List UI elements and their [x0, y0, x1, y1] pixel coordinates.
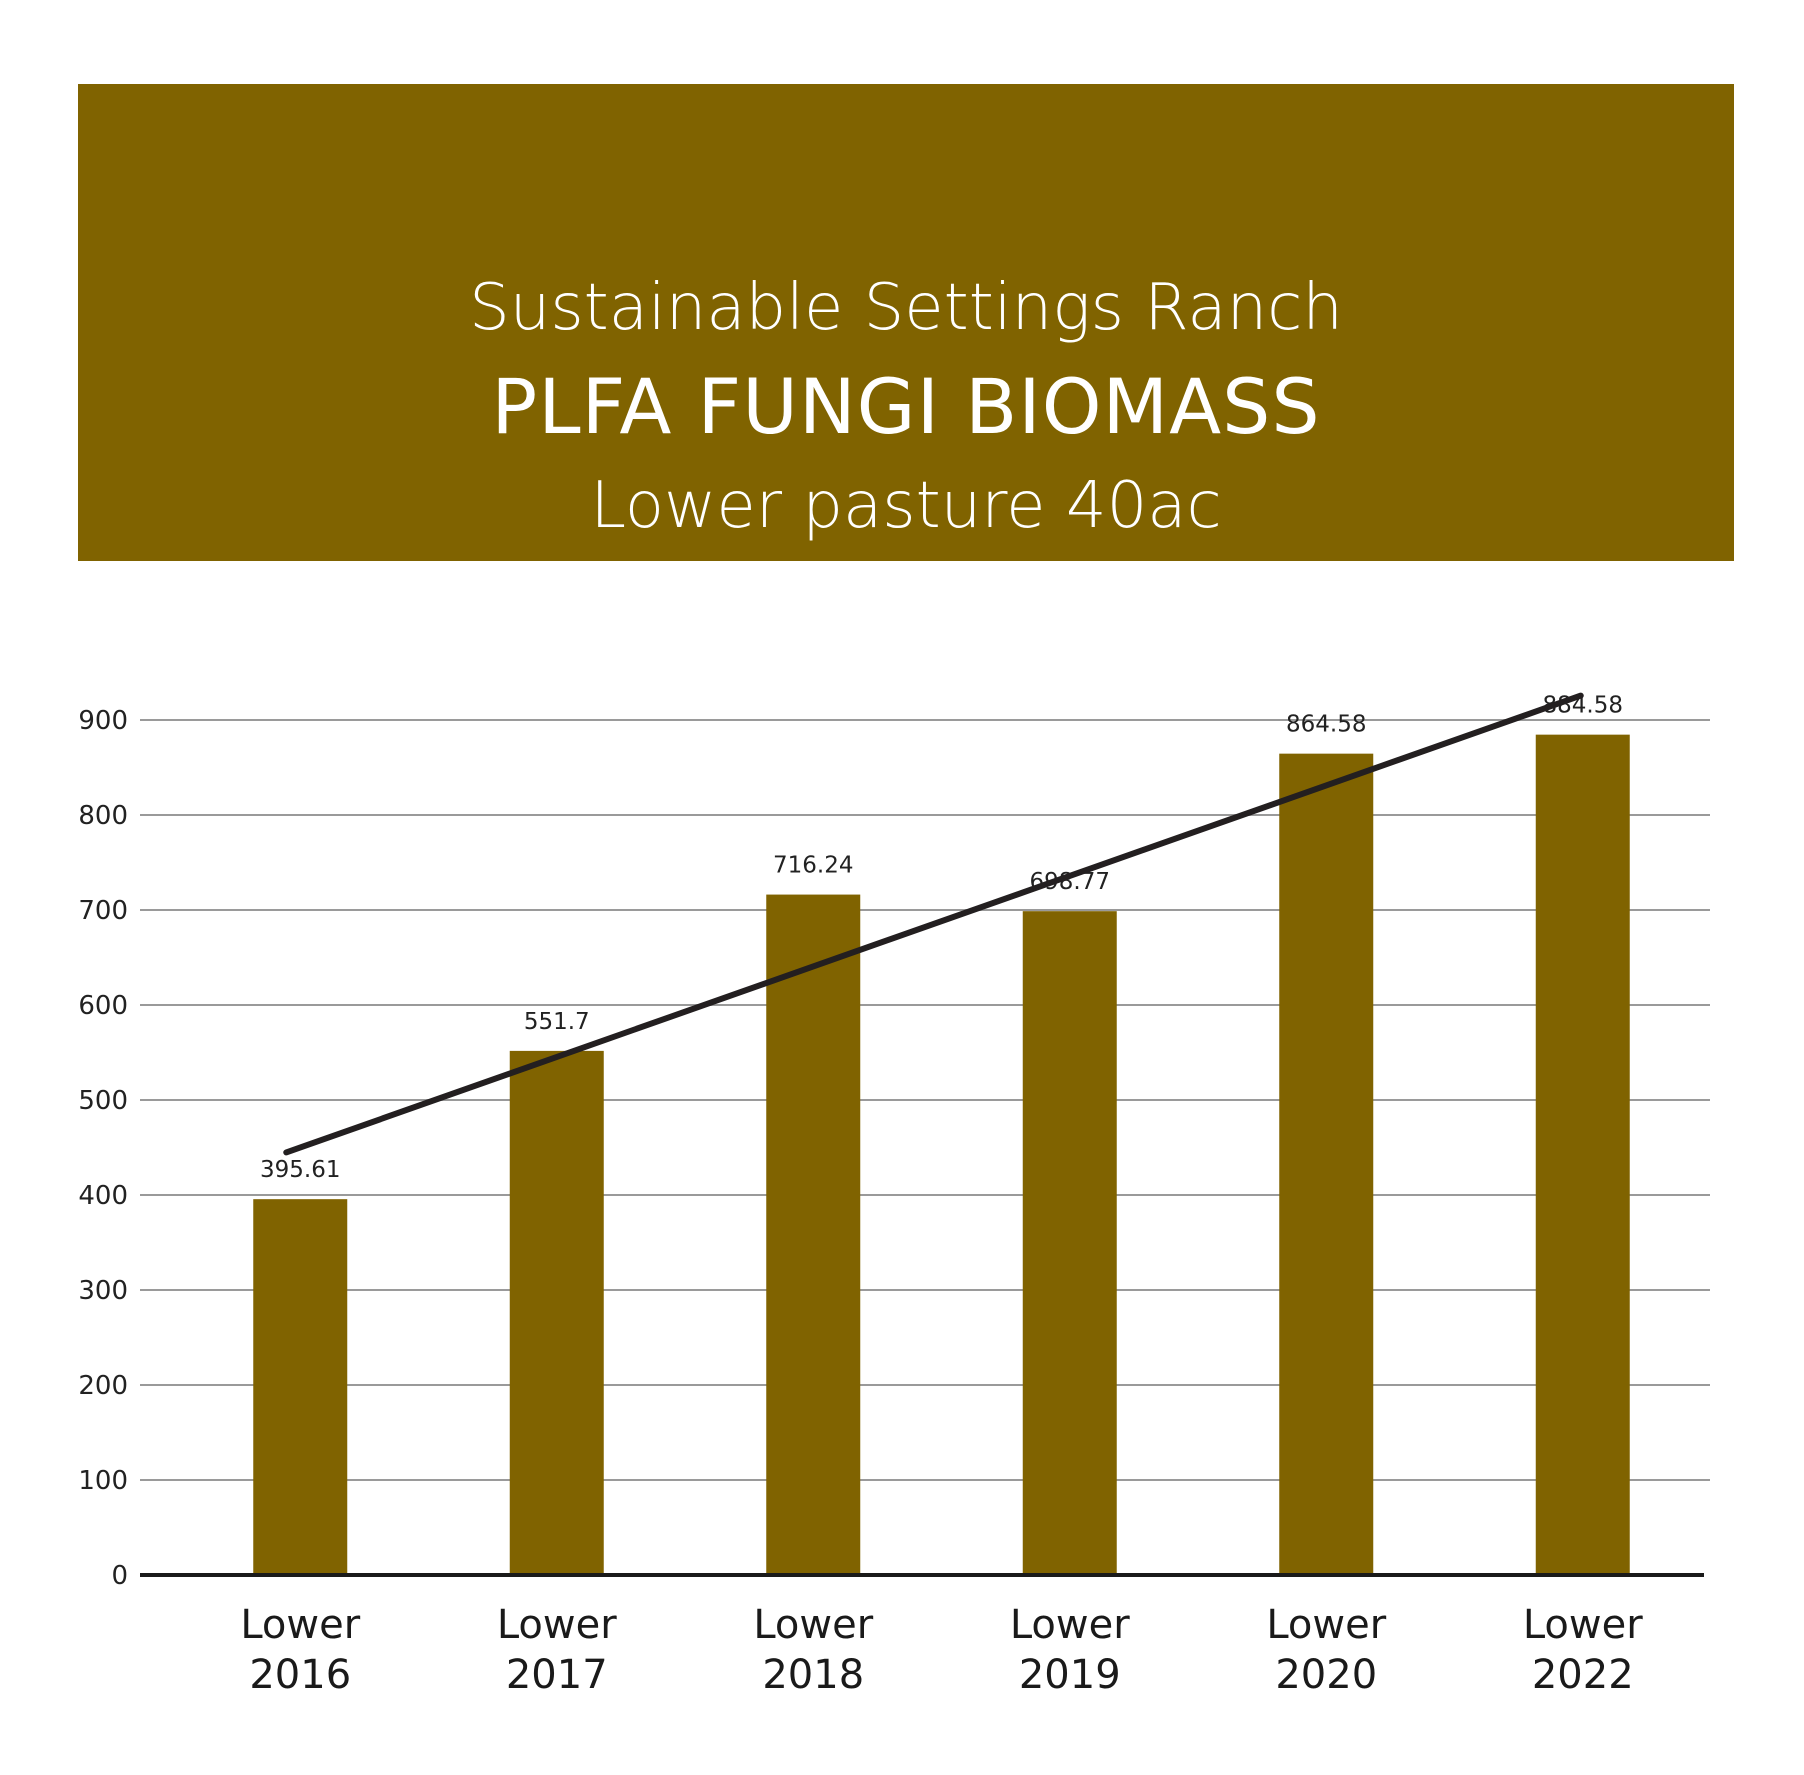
data-label: 864.58	[1286, 712, 1366, 738]
x-tick-label: Lower	[1523, 1602, 1643, 1648]
y-tick-label: 500	[78, 1086, 128, 1116]
x-tick-label: 2017	[506, 1652, 608, 1698]
data-label: 716.24	[773, 853, 853, 879]
data-label: 551.7	[524, 1009, 590, 1035]
x-tick-label: Lower	[240, 1602, 360, 1648]
x-tick-label: Lower	[753, 1602, 873, 1648]
x-tick-label: 2016	[249, 1652, 351, 1698]
y-tick-label: 400	[78, 1181, 128, 1211]
y-tick-label: 0	[111, 1561, 128, 1591]
trendline-path	[283, 692, 1584, 1156]
y-tick-label: 600	[78, 991, 128, 1021]
y-tick-label: 900	[78, 706, 128, 736]
bar	[1022, 911, 1117, 1575]
y-tick-label: 200	[78, 1371, 128, 1401]
bar	[253, 1199, 348, 1575]
y-tick-label: 800	[78, 801, 128, 831]
y-tick-label: 700	[78, 896, 128, 926]
ranch-name: Sustainable Settings Ranch	[469, 271, 1343, 345]
x-axis: Lower2016Lower2017Lower2018Lower2019Lowe…	[140, 1573, 1704, 1698]
x-tick-label: 2022	[1532, 1652, 1634, 1698]
bar	[766, 894, 861, 1575]
y-axis: 0 100 200 300 400 500 600 700 800 900	[78, 706, 128, 1591]
x-tick-label: 2019	[1019, 1652, 1121, 1698]
bar	[1279, 753, 1374, 1575]
x-tick-label: Lower	[1266, 1602, 1386, 1648]
x-tick-label: Lower	[497, 1602, 617, 1648]
trendline	[283, 692, 1584, 1156]
bar	[509, 1050, 604, 1575]
x-tick-label: 2018	[762, 1652, 864, 1698]
title-banner: Sustainable Settings Ranch PLFA FUNGI BI…	[78, 84, 1734, 561]
x-tick-label: 2020	[1275, 1652, 1377, 1698]
chart-title: PLFA FUNGI BIOMASS	[491, 362, 1321, 451]
gridlines	[140, 719, 1710, 1481]
chart-subtitle: Lower pasture 40ac	[590, 469, 1222, 543]
data-label: 395.61	[260, 1157, 340, 1183]
y-tick-label: 300	[78, 1276, 128, 1306]
y-tick-label: 100	[78, 1466, 128, 1496]
bar	[1535, 734, 1630, 1575]
x-tick-label: Lower	[1010, 1602, 1130, 1648]
bars	[253, 734, 1630, 1575]
